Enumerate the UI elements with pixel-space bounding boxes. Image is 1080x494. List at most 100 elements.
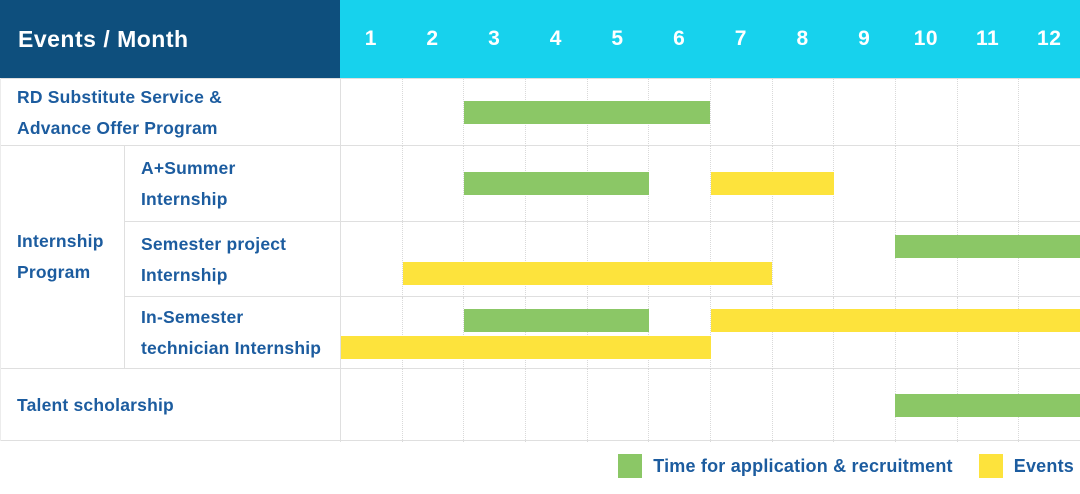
month-column bbox=[341, 222, 403, 297]
month-column bbox=[711, 369, 773, 442]
month-column bbox=[834, 297, 897, 369]
row-label-line: Internship bbox=[141, 264, 228, 285]
row-label-line: Advance Offer Program bbox=[17, 117, 218, 138]
table-row: RD Substitute Service & Advance Offer Pro… bbox=[1, 78, 1080, 146]
legend-label: Time for application & recruitment bbox=[653, 455, 953, 476]
month-column bbox=[834, 222, 897, 297]
event-swatch-icon bbox=[978, 454, 1003, 478]
row-label-line: Internship bbox=[17, 231, 104, 251]
month-column bbox=[773, 297, 835, 369]
legend-item-application: Time for application & recruitment bbox=[618, 454, 953, 478]
bar-application bbox=[895, 235, 1080, 258]
month-header-8: 8 bbox=[796, 27, 809, 50]
month-column bbox=[773, 79, 835, 146]
bar-application bbox=[895, 394, 1080, 417]
chart-row bbox=[341, 146, 1080, 221]
month-column bbox=[649, 79, 712, 146]
bar-event bbox=[341, 335, 711, 359]
month-header-9: 9 bbox=[858, 27, 871, 50]
month-column bbox=[341, 79, 403, 146]
row-label: In-Semester technician Internship bbox=[125, 297, 341, 369]
row-label-line: RD Substitute Service & bbox=[17, 86, 222, 107]
legend-item-event: Events bbox=[978, 454, 1074, 478]
month-header-7: 7 bbox=[734, 27, 747, 50]
month-column bbox=[896, 222, 958, 297]
month-column bbox=[834, 79, 897, 146]
bar-application bbox=[464, 308, 649, 332]
month-column bbox=[464, 369, 527, 442]
row-label-line: Semester project bbox=[141, 233, 287, 254]
month-column bbox=[958, 146, 1020, 221]
row-label: A+Summer Internship bbox=[125, 146, 341, 221]
month-column bbox=[1019, 146, 1080, 221]
month-column bbox=[649, 146, 712, 221]
month-column bbox=[834, 146, 897, 221]
row-label-line: In-Semester bbox=[141, 307, 244, 327]
month-header-3: 3 bbox=[488, 27, 501, 50]
legend: Time for application & recruitment Events bbox=[604, 454, 1074, 478]
bar-application bbox=[464, 101, 711, 124]
month-column bbox=[958, 222, 1020, 297]
month-column bbox=[341, 297, 403, 369]
month-column bbox=[958, 79, 1020, 146]
month-column bbox=[896, 297, 958, 369]
bar-event bbox=[402, 262, 773, 285]
row-label: RD Substitute Service & Advance Offer Pro… bbox=[1, 79, 341, 146]
month-header-11: 11 bbox=[975, 27, 1000, 50]
month-column bbox=[341, 369, 403, 442]
table-row: Talent scholarship bbox=[1, 368, 1080, 442]
bar-event bbox=[710, 172, 834, 195]
month-column bbox=[464, 297, 527, 369]
month-column bbox=[403, 79, 465, 146]
month-column bbox=[711, 222, 773, 297]
month-column bbox=[773, 146, 835, 221]
chart-row bbox=[341, 297, 1080, 369]
month-column bbox=[773, 369, 835, 442]
month-gridlines bbox=[341, 222, 1080, 297]
table-row: Semester project Internship bbox=[125, 221, 1080, 297]
chart-row bbox=[341, 222, 1080, 297]
events-month-header: Events / Month bbox=[0, 0, 340, 78]
row-label: Talent scholarship bbox=[1, 369, 341, 442]
month-column bbox=[1019, 222, 1080, 297]
month-column bbox=[341, 146, 403, 221]
month-column bbox=[588, 297, 650, 369]
month-header-5: 5 bbox=[611, 27, 624, 50]
group-rows: A+Summer Internship Semester project Intern… bbox=[125, 146, 1080, 369]
month-column bbox=[649, 369, 712, 442]
month-gridlines bbox=[341, 79, 1080, 146]
table-row-group: Internship Program A+Summer Internship Semes… bbox=[1, 145, 1080, 369]
row-label-line: Talent scholarship bbox=[17, 395, 174, 415]
bar-event bbox=[710, 308, 1080, 332]
month-gridlines bbox=[341, 297, 1080, 369]
group-label: Internship Program bbox=[1, 146, 125, 368]
month-axis: 1 2 3 4 5 6 7 8 9 10 11 12 bbox=[340, 0, 1080, 78]
month-column bbox=[588, 222, 650, 297]
month-column bbox=[896, 79, 958, 146]
month-header-1: 1 bbox=[364, 27, 377, 50]
row-label-line: A+Summer bbox=[141, 157, 236, 178]
row-label: Semester project Internship bbox=[125, 222, 341, 297]
table-row: A+Summer Internship bbox=[125, 146, 1080, 221]
month-column bbox=[403, 222, 465, 297]
month-header-6: 6 bbox=[673, 27, 686, 50]
row-label-line: Internship bbox=[141, 188, 228, 209]
table-row: In-Semester technician Internship bbox=[125, 296, 1080, 369]
month-header-2: 2 bbox=[426, 27, 439, 50]
month-column bbox=[1019, 79, 1080, 146]
month-column bbox=[526, 222, 588, 297]
month-column bbox=[403, 369, 465, 442]
month-column bbox=[588, 369, 650, 442]
month-column bbox=[464, 222, 527, 297]
month-column bbox=[403, 297, 465, 369]
table-header: Events / Month 1 2 3 4 5 6 7 8 9 10 11 12 bbox=[0, 0, 1080, 78]
month-column bbox=[711, 297, 773, 369]
row-label-line: Program bbox=[17, 262, 91, 282]
row-label-line: technician Internship bbox=[141, 338, 322, 358]
month-column bbox=[711, 79, 773, 146]
month-column bbox=[526, 369, 588, 442]
table-body: RD Substitute Service & Advance Offer Pro… bbox=[0, 78, 1080, 442]
month-header-12: 12 bbox=[1037, 27, 1062, 50]
legend-label: Events bbox=[1013, 455, 1074, 476]
month-column bbox=[896, 146, 958, 221]
